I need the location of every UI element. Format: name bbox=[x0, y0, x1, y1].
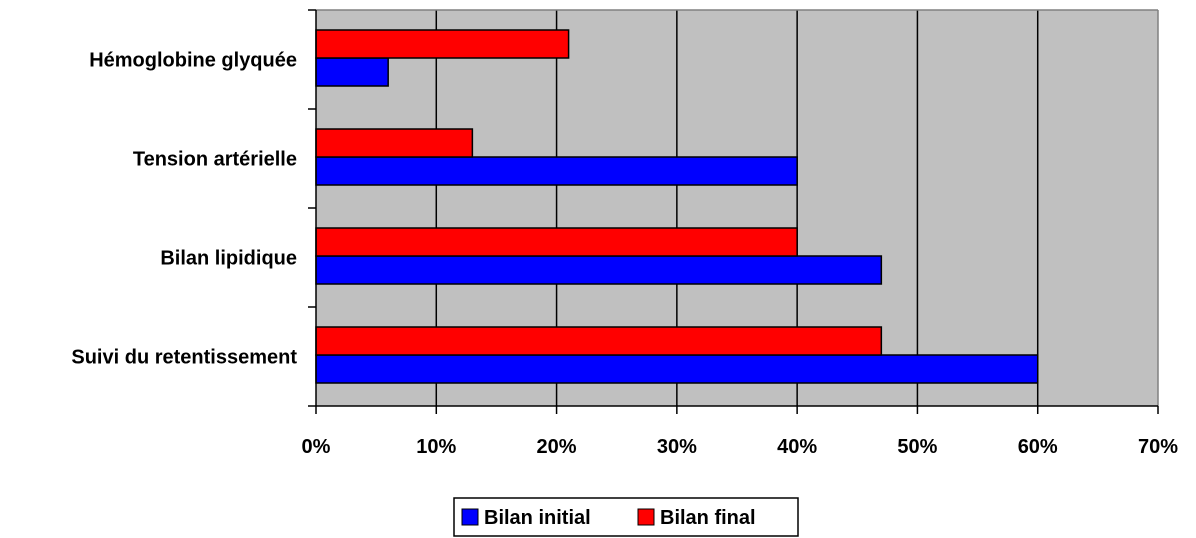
bar-bilan-final bbox=[315, 29, 570, 59]
category-label: Tension artérielle bbox=[133, 149, 297, 171]
x-tick-label: 20% bbox=[537, 436, 577, 458]
x-tick-label: 10% bbox=[416, 436, 456, 458]
category-labels: Suivi du retentissement Bilan lipidique Te… bbox=[71, 50, 297, 369]
bar-bilan-initial bbox=[315, 354, 1039, 384]
x-tick-labels: 0% 10% 20% 30% 40% 50% 60% 70% bbox=[302, 436, 1179, 458]
x-tick-label: 40% bbox=[777, 436, 817, 458]
legend-box bbox=[453, 497, 799, 537]
legend-label-bilan-initial: Bilan initial bbox=[484, 507, 591, 529]
category-label: Bilan lipidique bbox=[160, 248, 297, 270]
x-tick-label: 30% bbox=[657, 436, 697, 458]
axes bbox=[308, 9, 1159, 414]
x-tick-label: 50% bbox=[897, 436, 937, 458]
legend-swatch-bilan-final bbox=[637, 508, 655, 526]
x-tick-label: 60% bbox=[1018, 436, 1058, 458]
bars bbox=[315, 29, 1039, 384]
x-tick-label: 70% bbox=[1138, 436, 1178, 458]
bar-bilan-final bbox=[315, 227, 798, 257]
bar-bilan-final bbox=[315, 326, 883, 356]
legend: Bilan initial Bilan final bbox=[453, 497, 799, 537]
bar-bilan-final bbox=[315, 128, 474, 158]
category-label: Hémoglobine glyquée bbox=[89, 50, 297, 72]
category-label: Suivi du retentissement bbox=[71, 347, 297, 369]
x-tick-label: 0% bbox=[302, 436, 331, 458]
gridlines bbox=[435, 10, 1039, 406]
bar-bilan-initial bbox=[315, 156, 798, 186]
legend-swatch-bilan-initial bbox=[461, 508, 479, 526]
legend-label-bilan-final: Bilan final bbox=[660, 507, 756, 529]
bar-bilan-initial bbox=[315, 57, 389, 87]
bar-bilan-initial bbox=[315, 255, 883, 285]
